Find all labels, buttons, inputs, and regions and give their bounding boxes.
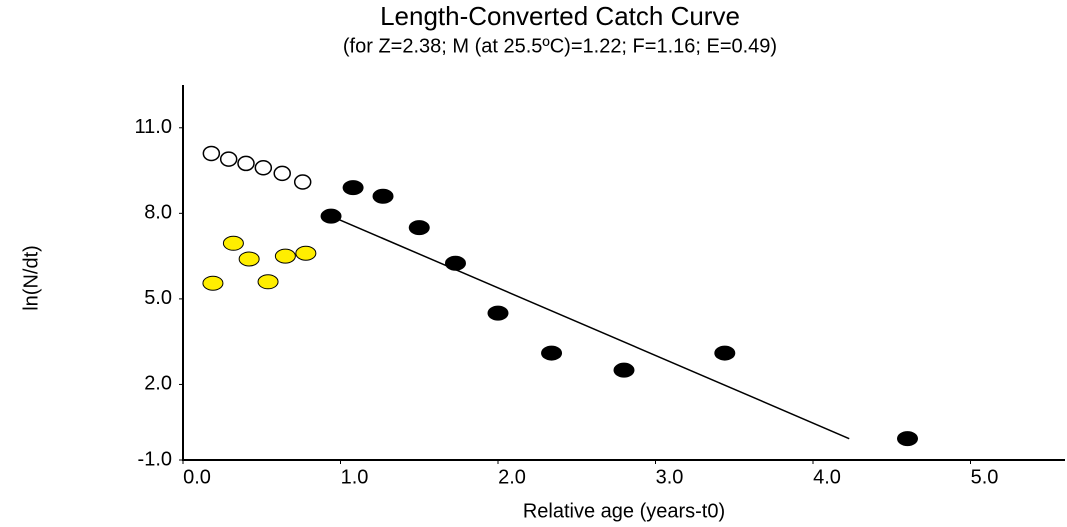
point bbox=[613, 362, 635, 378]
point bbox=[487, 305, 509, 321]
chart-title: Length-Converted Catch Curve bbox=[380, 1, 740, 31]
y-axis-label: ln(N/dt) bbox=[20, 245, 42, 311]
point bbox=[273, 165, 291, 182]
point bbox=[238, 251, 260, 267]
point bbox=[408, 220, 430, 236]
y-tick-label: 2.0 bbox=[144, 373, 172, 395]
y-tick-label: 8.0 bbox=[144, 202, 172, 224]
point bbox=[254, 159, 273, 176]
x-axis-label: Relative age (years-t0) bbox=[523, 500, 725, 522]
x-tick-label: 1.0 bbox=[341, 466, 369, 488]
point bbox=[295, 245, 317, 261]
point bbox=[237, 155, 255, 172]
point bbox=[541, 345, 563, 361]
point bbox=[342, 180, 364, 196]
point bbox=[274, 248, 296, 264]
y-tick-label: -1.0 bbox=[138, 448, 172, 470]
y-tick-label: 11.0 bbox=[135, 116, 172, 138]
point bbox=[897, 431, 918, 447]
point bbox=[257, 274, 279, 290]
x-tick-label: 2.0 bbox=[498, 466, 526, 488]
point bbox=[444, 255, 466, 271]
fit-line bbox=[330, 215, 850, 440]
x-tick-label: 0.0 bbox=[183, 466, 211, 488]
x-tick-label: 3.0 bbox=[656, 466, 684, 488]
point bbox=[222, 235, 244, 251]
point bbox=[219, 151, 238, 167]
chart-subtitle: (for Z=2.38; M (at 25.5ºC)=1.22; F=1.16;… bbox=[343, 35, 777, 57]
point bbox=[714, 345, 736, 361]
point bbox=[293, 174, 312, 190]
x-tick-label: 4.0 bbox=[813, 466, 841, 488]
point bbox=[202, 145, 221, 162]
x-tick-label: 5.0 bbox=[971, 466, 999, 488]
point bbox=[372, 188, 394, 204]
point bbox=[202, 275, 224, 291]
y-tick-label: 5.0 bbox=[144, 287, 172, 309]
